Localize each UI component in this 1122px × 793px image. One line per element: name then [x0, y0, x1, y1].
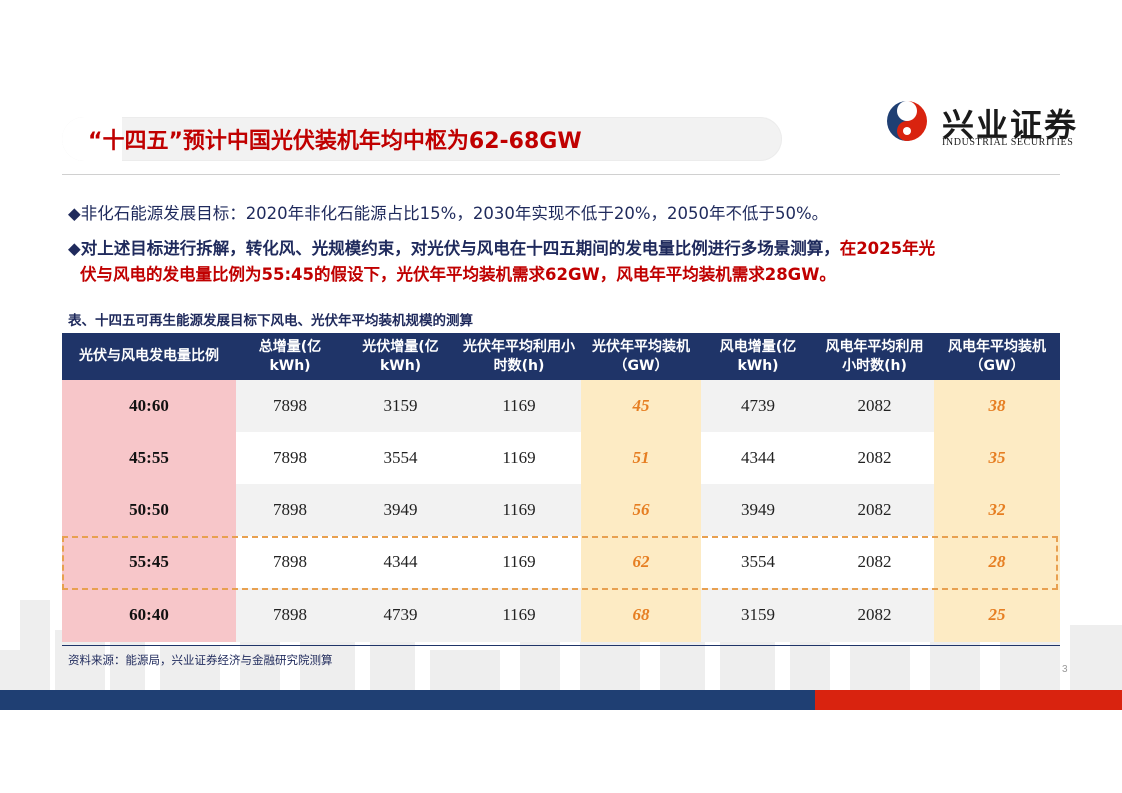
bullet-scenario-line2: 伏与风电的发电量比例为55:45的假设下，光伏年平均装机需求62GW，风电年平均… [80, 265, 836, 284]
logo-mark-icon [887, 101, 927, 141]
cell-ratio: 45:55 [62, 432, 236, 484]
cell-pv-hours: 1169 [457, 536, 581, 588]
header-wind-hours: 风电年平均利用小时数(h) [815, 333, 934, 380]
cell-wind-capacity: 28 [934, 536, 1060, 588]
table-row: 50:50 7898 3949 1169 56 3949 2082 32 [62, 484, 1060, 536]
cell-pv-capacity: 45 [581, 380, 701, 432]
page-title: “十四五”预计中国光伏装机年均中枢为62-68GW [88, 129, 582, 154]
cell-total: 7898 [236, 588, 344, 642]
cell-pv-hours: 1169 [457, 588, 581, 642]
table-row-highlighted: 55:45 7898 4344 1169 62 3554 2082 28 [62, 536, 1060, 588]
cell-wind-increment: 3554 [701, 536, 815, 588]
cell-wind-increment: 4344 [701, 432, 815, 484]
bullet-scenario-highlight: 在2025年光 [839, 239, 936, 258]
cell-wind-increment: 3159 [701, 588, 815, 642]
cell-pv-capacity: 68 [581, 588, 701, 642]
header-wind-increment: 风电增量(亿kWh) [701, 333, 815, 380]
cell-ratio: 55:45 [62, 536, 236, 588]
table-header-row: 光伏与风电发电量比例 总增量(亿kWh) 光伏增量(亿kWh) 光伏年平均利用小… [62, 333, 1060, 380]
page-number: 3 [1062, 664, 1068, 675]
header-divider [62, 174, 1060, 175]
table-bottom-rule [62, 645, 1060, 646]
cell-total: 7898 [236, 484, 344, 536]
cell-pv-hours: 1169 [457, 484, 581, 536]
cell-wind-hours: 2082 [815, 432, 934, 484]
cell-wind-increment: 4739 [701, 380, 815, 432]
cell-wind-capacity: 25 [934, 588, 1060, 642]
table-row: 40:60 7898 3159 1169 45 4739 2082 38 [62, 380, 1060, 432]
bullet-scenario: ◆对上述目标进行拆解，转化风、光规模约束，对光伏与风电在十四五期间的发电量比例进… [68, 236, 935, 262]
cell-ratio: 60:40 [62, 588, 236, 642]
footer-bar-blue [0, 690, 815, 710]
bullet-target: ◆非化石能源发展目标：2020年非化石能源占比15%，2030年实现不低于20%… [68, 204, 829, 223]
cell-pv-hours: 1169 [457, 380, 581, 432]
header-wind-capacity: 风电年平均装机（GW） [934, 333, 1060, 380]
logo-name-en: INDUSTRIAL SECURITIES [942, 137, 1074, 148]
header-pv-increment: 光伏增量(亿kWh) [344, 333, 457, 380]
cell-wind-hours: 2082 [815, 536, 934, 588]
cell-total: 7898 [236, 432, 344, 484]
cell-pv-increment: 3949 [344, 484, 457, 536]
cell-total: 7898 [236, 536, 344, 588]
cell-wind-hours: 2082 [815, 588, 934, 642]
cell-pv-increment: 4344 [344, 536, 457, 588]
table-caption: 表、十四五可再生能源发展目标下风电、光伏年平均装机规模的测算 [68, 313, 473, 329]
cell-wind-increment: 3949 [701, 484, 815, 536]
company-logo: 兴业证券 INDUSTRIAL SECURITIES [886, 100, 1106, 150]
cell-wind-capacity: 35 [934, 432, 1060, 484]
table-row: 45:55 7898 3554 1169 51 4344 2082 35 [62, 432, 1060, 484]
header-ratio: 光伏与风电发电量比例 [62, 333, 236, 380]
cell-pv-increment: 3159 [344, 380, 457, 432]
cell-pv-increment: 3554 [344, 432, 457, 484]
cell-pv-capacity: 62 [581, 536, 701, 588]
cell-total: 7898 [236, 380, 344, 432]
cell-pv-hours: 1169 [457, 432, 581, 484]
title-banner [62, 117, 782, 161]
capacity-table: 光伏与风电发电量比例 总增量(亿kWh) 光伏增量(亿kWh) 光伏年平均利用小… [62, 333, 1060, 642]
source-note: 资料来源：能源局，兴业证券经济与金融研究院测算 [68, 653, 333, 667]
cell-pv-capacity: 51 [581, 432, 701, 484]
logo-name-cn: 兴业证券 [942, 106, 1079, 144]
header-pv-capacity: 光伏年平均装机（GW） [581, 333, 701, 380]
cell-pv-increment: 4739 [344, 588, 457, 642]
cell-wind-hours: 2082 [815, 380, 934, 432]
cell-wind-capacity: 38 [934, 380, 1060, 432]
cell-ratio: 40:60 [62, 380, 236, 432]
header-total-increment: 总增量(亿kWh) [236, 333, 344, 380]
header-pv-hours: 光伏年平均利用小时数(h) [457, 333, 581, 380]
bullet-scenario-main: ◆对上述目标进行拆解，转化风、光规模约束，对光伏与风电在十四五期间的发电量比例进… [68, 239, 840, 258]
cell-ratio: 50:50 [62, 484, 236, 536]
table-row: 60:40 7898 4739 1169 68 3159 2082 25 [62, 588, 1060, 642]
cell-wind-hours: 2082 [815, 484, 934, 536]
cell-pv-capacity: 56 [581, 484, 701, 536]
footer-bar-red [815, 690, 1122, 710]
cell-wind-capacity: 32 [934, 484, 1060, 536]
